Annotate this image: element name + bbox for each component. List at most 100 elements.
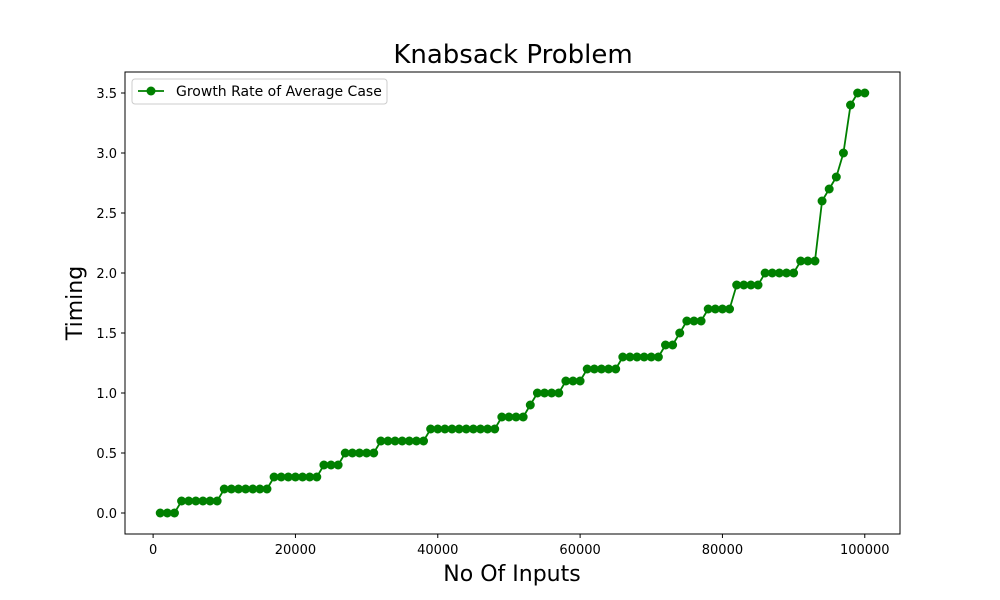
data-point <box>540 388 550 398</box>
data-point <box>824 184 834 194</box>
x-tick-label: 60000 <box>559 543 600 558</box>
y-axis-label: Timing <box>63 266 88 341</box>
x-tick-label: 0 <box>149 543 157 558</box>
series-layer <box>155 88 870 518</box>
data-point <box>497 412 507 422</box>
data-point <box>703 304 713 314</box>
legend-marker-swatch <box>146 86 156 96</box>
data-point <box>739 280 749 290</box>
data-point <box>262 484 272 494</box>
data-point <box>675 328 685 338</box>
data-point <box>191 496 201 506</box>
data-point <box>290 472 300 482</box>
data-point <box>169 508 179 518</box>
data-point <box>283 472 293 482</box>
data-point <box>767 268 777 278</box>
data-point <box>426 424 436 434</box>
data-point <box>440 424 450 434</box>
data-point <box>810 256 820 266</box>
chart-title: Knabsack Problem <box>393 40 632 70</box>
y-tick-label: 3.0 <box>96 147 117 162</box>
x-tick-label: 40000 <box>417 543 458 558</box>
data-point <box>419 436 429 446</box>
data-point <box>575 376 585 386</box>
data-point <box>305 472 315 482</box>
data-point <box>241 484 251 494</box>
data-point <box>646 352 656 362</box>
y-tick-label: 2.0 <box>96 267 117 282</box>
data-point <box>817 196 827 206</box>
data-point <box>746 280 756 290</box>
data-point <box>781 268 791 278</box>
data-point <box>532 388 542 398</box>
data-point <box>319 460 329 470</box>
x-tick-label: 100000 <box>840 543 890 558</box>
y-tick-label: 3.5 <box>96 87 117 102</box>
data-point <box>226 484 236 494</box>
data-point <box>490 424 500 434</box>
data-point <box>276 472 286 482</box>
x-tick-label: 80000 <box>702 543 743 558</box>
data-point <box>561 376 571 386</box>
data-point <box>796 256 806 266</box>
data-point <box>248 484 258 494</box>
data-point <box>376 436 386 446</box>
x-tick-label: 20000 <box>275 543 316 558</box>
x-axis: 0 20000 40000 60000 80000 100000 <box>149 534 890 558</box>
data-point <box>846 100 856 110</box>
x-axis-label: No Of Inputs <box>443 562 580 587</box>
data-point <box>682 316 692 326</box>
data-point <box>198 496 208 506</box>
y-tick-label: 1.5 <box>96 327 117 342</box>
data-point <box>547 388 557 398</box>
data-point <box>468 424 478 434</box>
data-point <box>838 148 848 158</box>
data-point <box>525 400 535 410</box>
data-point <box>255 484 265 494</box>
data-point <box>568 376 578 386</box>
data-point <box>475 424 485 434</box>
data-point <box>433 424 443 434</box>
data-point <box>668 340 678 350</box>
data-point <box>177 496 187 506</box>
data-point <box>717 304 727 314</box>
data-point <box>362 448 372 458</box>
data-point <box>298 472 308 482</box>
data-point <box>760 268 770 278</box>
data-point <box>753 280 763 290</box>
data-point <box>447 424 457 434</box>
legend: Growth Rate of Average Case <box>131 78 388 105</box>
y-tick-label: 0.0 <box>96 507 117 522</box>
data-point <box>853 88 863 98</box>
data-point <box>632 352 642 362</box>
data-point <box>653 352 663 362</box>
data-point <box>504 412 514 422</box>
data-point <box>511 412 521 422</box>
legend-box <box>131 78 388 105</box>
data-point <box>404 436 414 446</box>
data-point <box>774 268 784 278</box>
data-point <box>219 484 229 494</box>
data-point <box>390 436 400 446</box>
data-point <box>411 436 421 446</box>
data-point <box>354 448 364 458</box>
data-point <box>312 472 322 482</box>
data-point <box>604 364 614 374</box>
data-point <box>831 172 841 182</box>
data-point <box>369 448 379 458</box>
plot-frame <box>124 71 901 535</box>
data-point <box>596 364 606 374</box>
data-point <box>639 352 649 362</box>
data-point <box>689 316 699 326</box>
data-point <box>234 484 244 494</box>
data-point <box>710 304 720 314</box>
data-point <box>860 88 870 98</box>
data-point <box>803 256 813 266</box>
data-point <box>326 460 336 470</box>
data-point <box>732 280 742 290</box>
data-point <box>454 424 464 434</box>
y-tick-label: 2.5 <box>96 207 117 222</box>
data-point <box>582 364 592 374</box>
data-point <box>340 448 350 458</box>
